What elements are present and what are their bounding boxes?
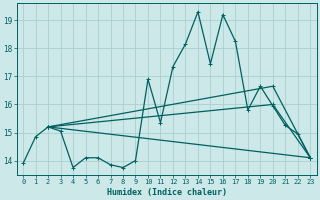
X-axis label: Humidex (Indice chaleur): Humidex (Indice chaleur): [107, 188, 227, 197]
